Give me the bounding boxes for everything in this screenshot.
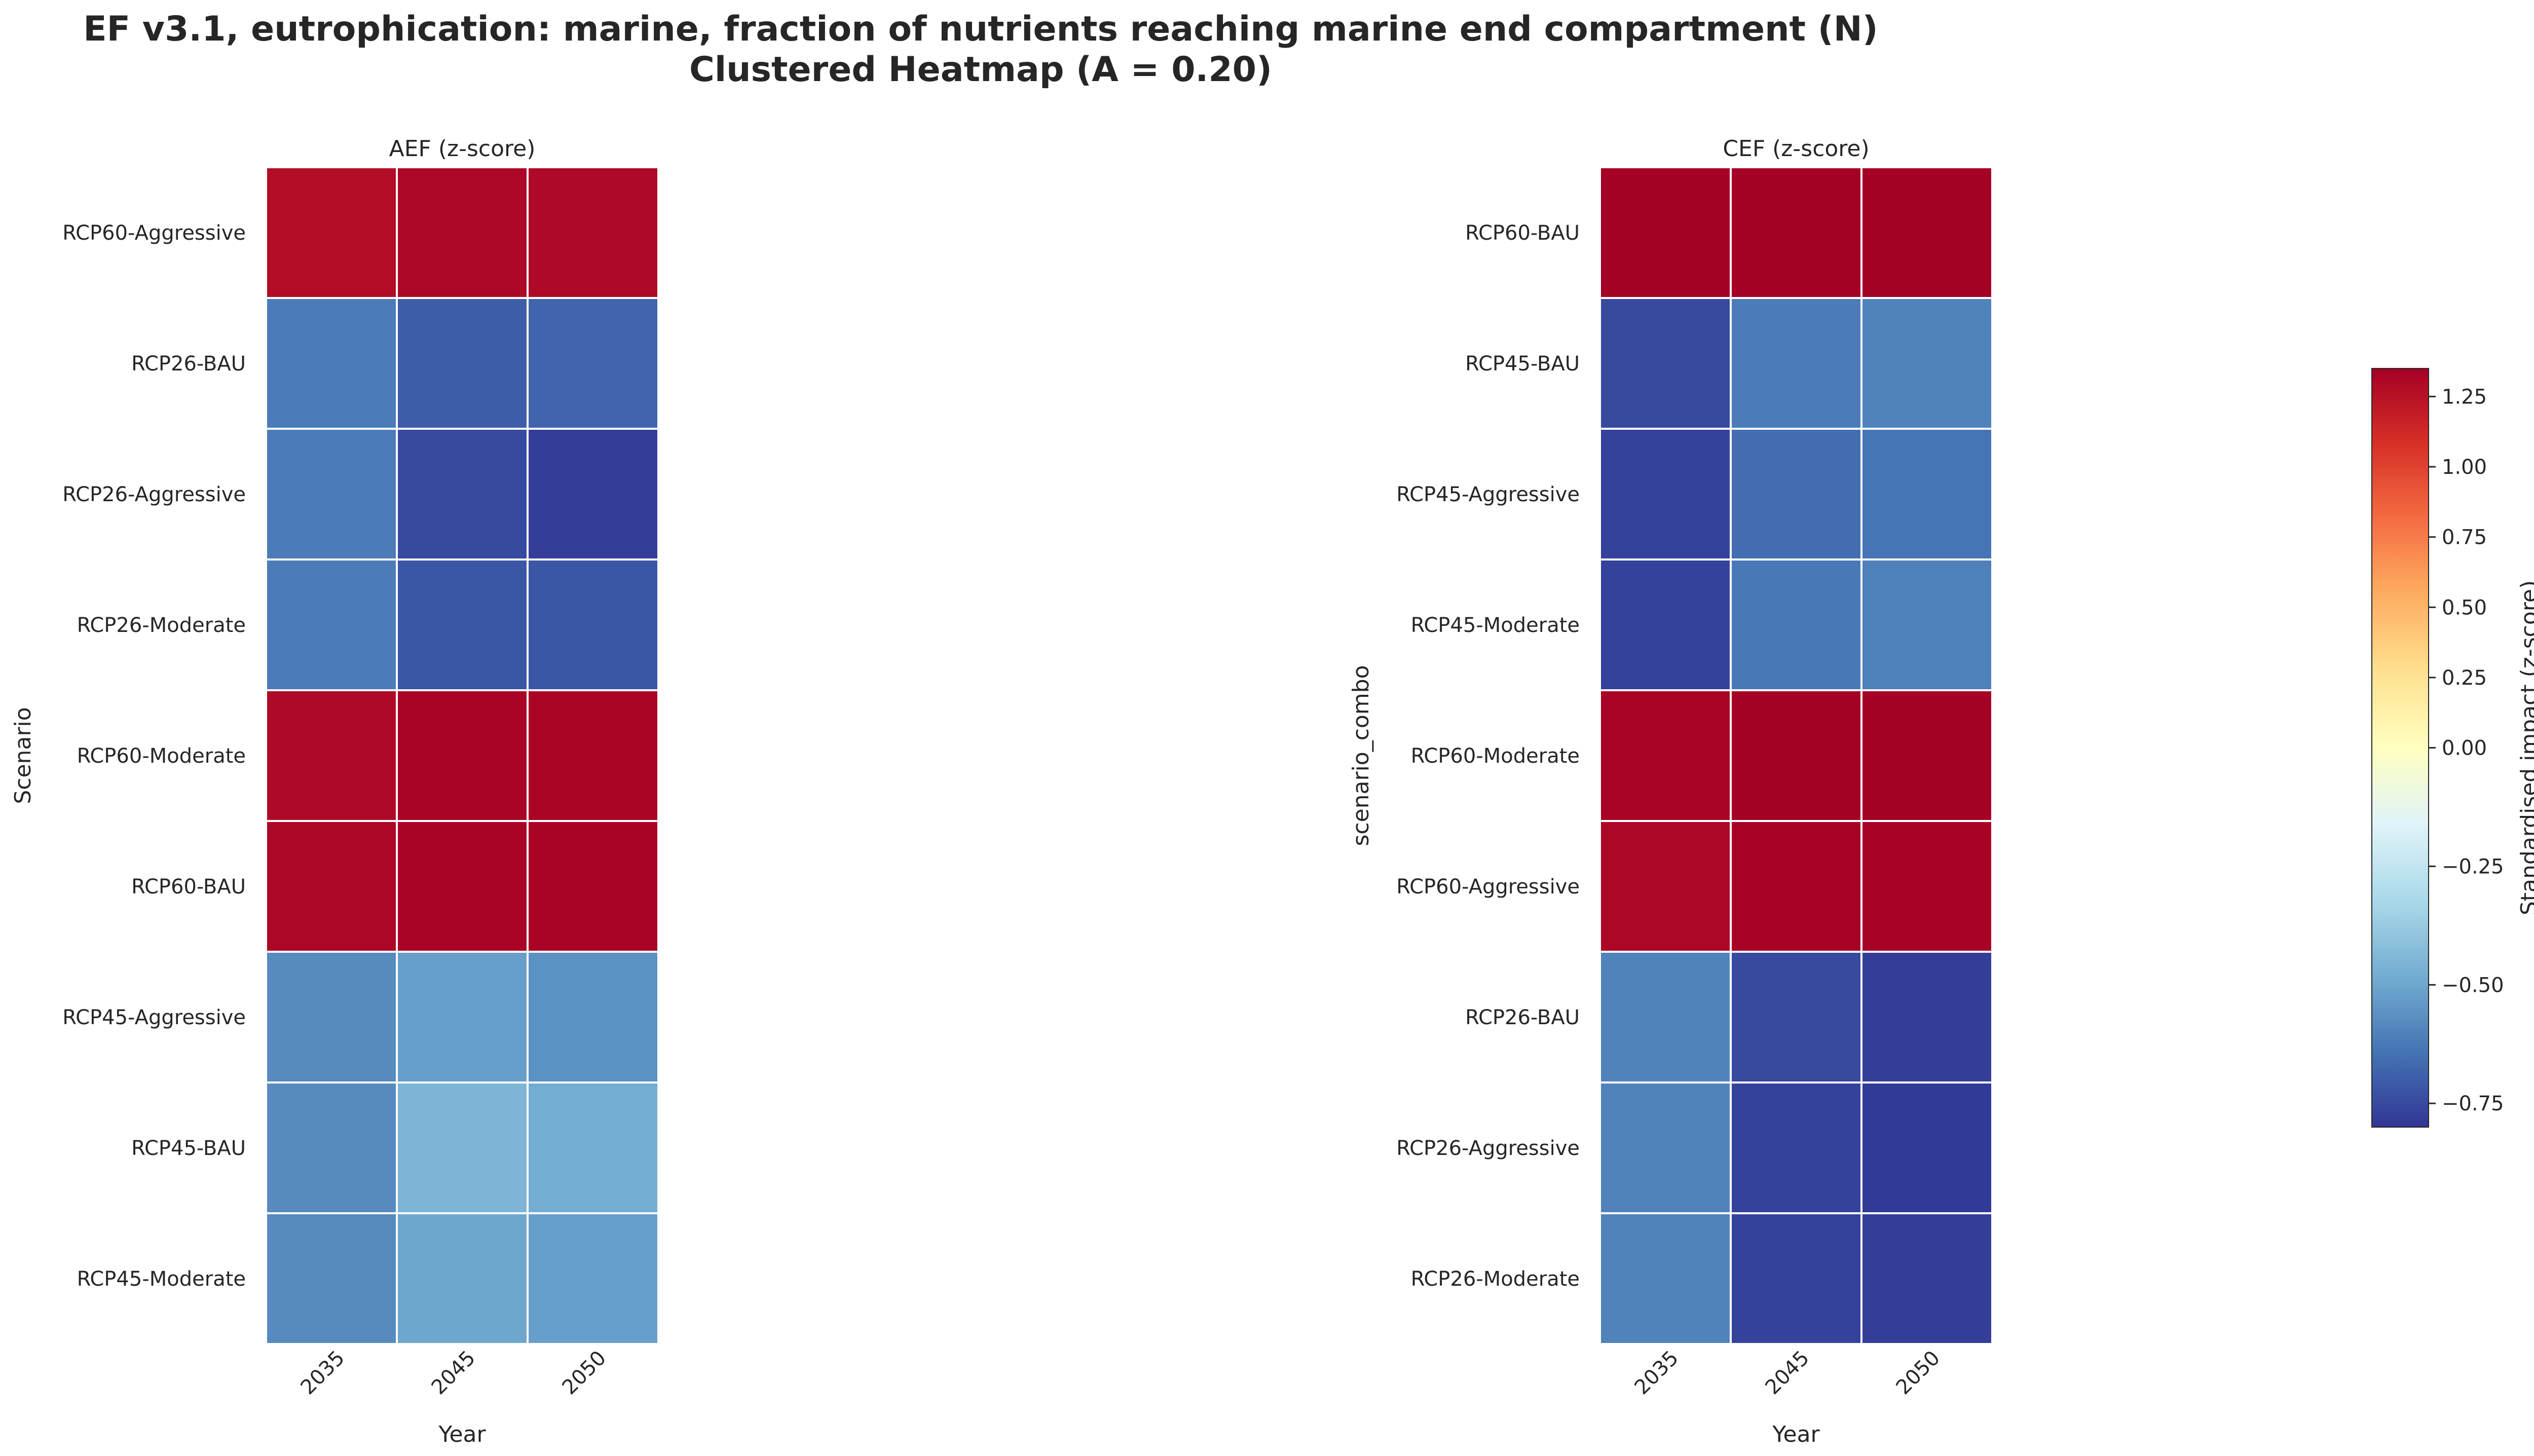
heatmap-cell <box>1730 1212 1862 1345</box>
heatmap-cell <box>396 1212 529 1345</box>
colorbar-tick-label: −0.75 <box>2442 1092 2504 1115</box>
colorbar-tick-label: −0.25 <box>2442 855 2504 878</box>
colorbar-tick-label: 0.25 <box>2442 666 2487 690</box>
y-tick-label: RCP26-BAU <box>131 352 246 376</box>
y-tick-label: RCP26-Moderate <box>1411 1267 1580 1291</box>
heatmap-cell <box>1730 820 1862 953</box>
heatmap-cell <box>396 1081 529 1214</box>
x-tick-label: 2045 <box>1761 1347 1814 1400</box>
colorbar-tick-label: 1.25 <box>2442 385 2487 408</box>
heatmap-cell <box>527 1081 659 1214</box>
panel-title: CEF (z-score) <box>1723 136 1869 162</box>
heatmap-cell <box>265 1212 398 1345</box>
y-tick-label: RCP45-Moderate <box>77 1267 246 1291</box>
heatmap-cell <box>396 820 529 953</box>
colorbar-tick-label: 1.00 <box>2442 456 2487 479</box>
heatmap-cell <box>1599 1212 1732 1345</box>
heatmap-cell <box>527 1212 659 1345</box>
heatmap-cell <box>1860 1212 1993 1345</box>
colorbar-tick-label: 0.00 <box>2442 737 2487 760</box>
heatmap-cell <box>527 820 659 953</box>
heatmap-cell <box>396 428 529 561</box>
x-tick-label: 2050 <box>1892 1347 1945 1400</box>
colorbar-tick-label: −0.50 <box>2442 974 2504 997</box>
x-tick-label: 2035 <box>1630 1347 1684 1400</box>
heatmap-cell <box>396 558 529 691</box>
heatmap-cell <box>1599 297 1732 430</box>
heatmap-cell <box>396 951 529 1084</box>
x-axis-label: Year <box>1772 1422 1820 1447</box>
figure-title: EF v3.1, eutrophication: marine, fractio… <box>83 9 1878 49</box>
heatmap-cell <box>265 558 398 691</box>
y-tick-label: RCP60-Moderate <box>1411 744 1580 768</box>
y-tick-label: RCP45-Moderate <box>1411 614 1580 637</box>
heatmap-cell <box>1860 428 1993 561</box>
heatmap-cell <box>265 689 398 822</box>
heatmap-cell <box>1730 558 1862 691</box>
colorbar-label: Standardised impact (z-score) <box>2516 580 2534 915</box>
heatmap-cell <box>1860 166 1993 299</box>
y-tick-label: RCP60-Aggressive <box>62 221 246 245</box>
heatmap-cell <box>1730 1081 1862 1214</box>
y-tick-label: RCP26-Aggressive <box>62 483 246 506</box>
colorbar <box>2372 368 2429 1127</box>
heatmap-cell <box>1860 1081 1993 1214</box>
heatmap-cell <box>265 428 398 561</box>
heatmap-cell <box>1730 297 1862 430</box>
heatmap-cell <box>1599 166 1732 299</box>
colorbar-tick-label: 0.50 <box>2442 596 2487 619</box>
heatmap-cell <box>396 297 529 430</box>
heatmap-cell <box>265 951 398 1084</box>
y-axis-label: Scenario <box>10 707 36 804</box>
x-axis-label: Year <box>438 1422 486 1447</box>
heatmap-cell <box>527 428 659 561</box>
heatmap-cell <box>1860 820 1993 953</box>
heatmap-cell <box>527 689 659 822</box>
y-tick-label: RCP60-BAU <box>131 875 246 899</box>
heatmap-cell <box>265 1081 398 1214</box>
y-tick-label: RCP26-BAU <box>1465 1006 1580 1029</box>
y-tick-label: RCP60-Aggressive <box>1396 875 1580 899</box>
x-tick-label: 2045 <box>427 1347 480 1400</box>
figure-subtitle: Clustered Heatmap (A = 0.20) <box>689 50 1273 90</box>
y-tick-label: RCP26-Moderate <box>77 614 246 637</box>
heatmap-cell <box>1599 558 1732 691</box>
heatmap-cell <box>1730 166 1862 299</box>
y-tick-label: RCP45-BAU <box>131 1137 246 1160</box>
heatmap-cell <box>1599 820 1732 953</box>
y-tick-label: RCP45-Aggressive <box>1396 483 1580 506</box>
y-tick-label: RCP60-Moderate <box>77 744 246 768</box>
heatmap-cell <box>1730 689 1862 822</box>
heatmap-cell <box>527 166 659 299</box>
y-tick-label: RCP60-BAU <box>1465 221 1580 245</box>
heatmap-cell <box>265 297 398 430</box>
heatmap-cell <box>265 820 398 953</box>
x-tick-label: 2050 <box>558 1347 611 1400</box>
y-axis-label: scenario_combo <box>1348 665 1374 846</box>
colorbar-tick-label: 0.75 <box>2442 526 2487 549</box>
panel-title: AEF (z-score) <box>389 136 536 162</box>
heatmap-cell <box>527 558 659 691</box>
heatmap-cell <box>1599 428 1732 561</box>
heatmap-cell <box>1599 951 1732 1084</box>
heatmap-cell <box>1860 297 1993 430</box>
heatmap-cell <box>1730 428 1862 561</box>
heatmap-cell <box>265 166 398 299</box>
heatmap-cell <box>1860 689 1993 822</box>
x-tick-label: 2035 <box>296 1347 350 1400</box>
heatmap-cell <box>1730 951 1862 1084</box>
heatmap-cell <box>1599 1081 1732 1214</box>
heatmap-cell <box>527 297 659 430</box>
y-tick-label: RCP26-Aggressive <box>1396 1137 1580 1160</box>
heatmap-cell <box>1599 689 1732 822</box>
heatmap-cell <box>1860 951 1993 1084</box>
heatmap-cell <box>1860 558 1993 691</box>
heatmap-cell <box>396 166 529 299</box>
y-tick-label: RCP45-BAU <box>1465 352 1580 376</box>
heatmap-cell <box>396 689 529 822</box>
y-tick-label: RCP45-Aggressive <box>62 1006 246 1029</box>
heatmap-cell <box>527 951 659 1084</box>
